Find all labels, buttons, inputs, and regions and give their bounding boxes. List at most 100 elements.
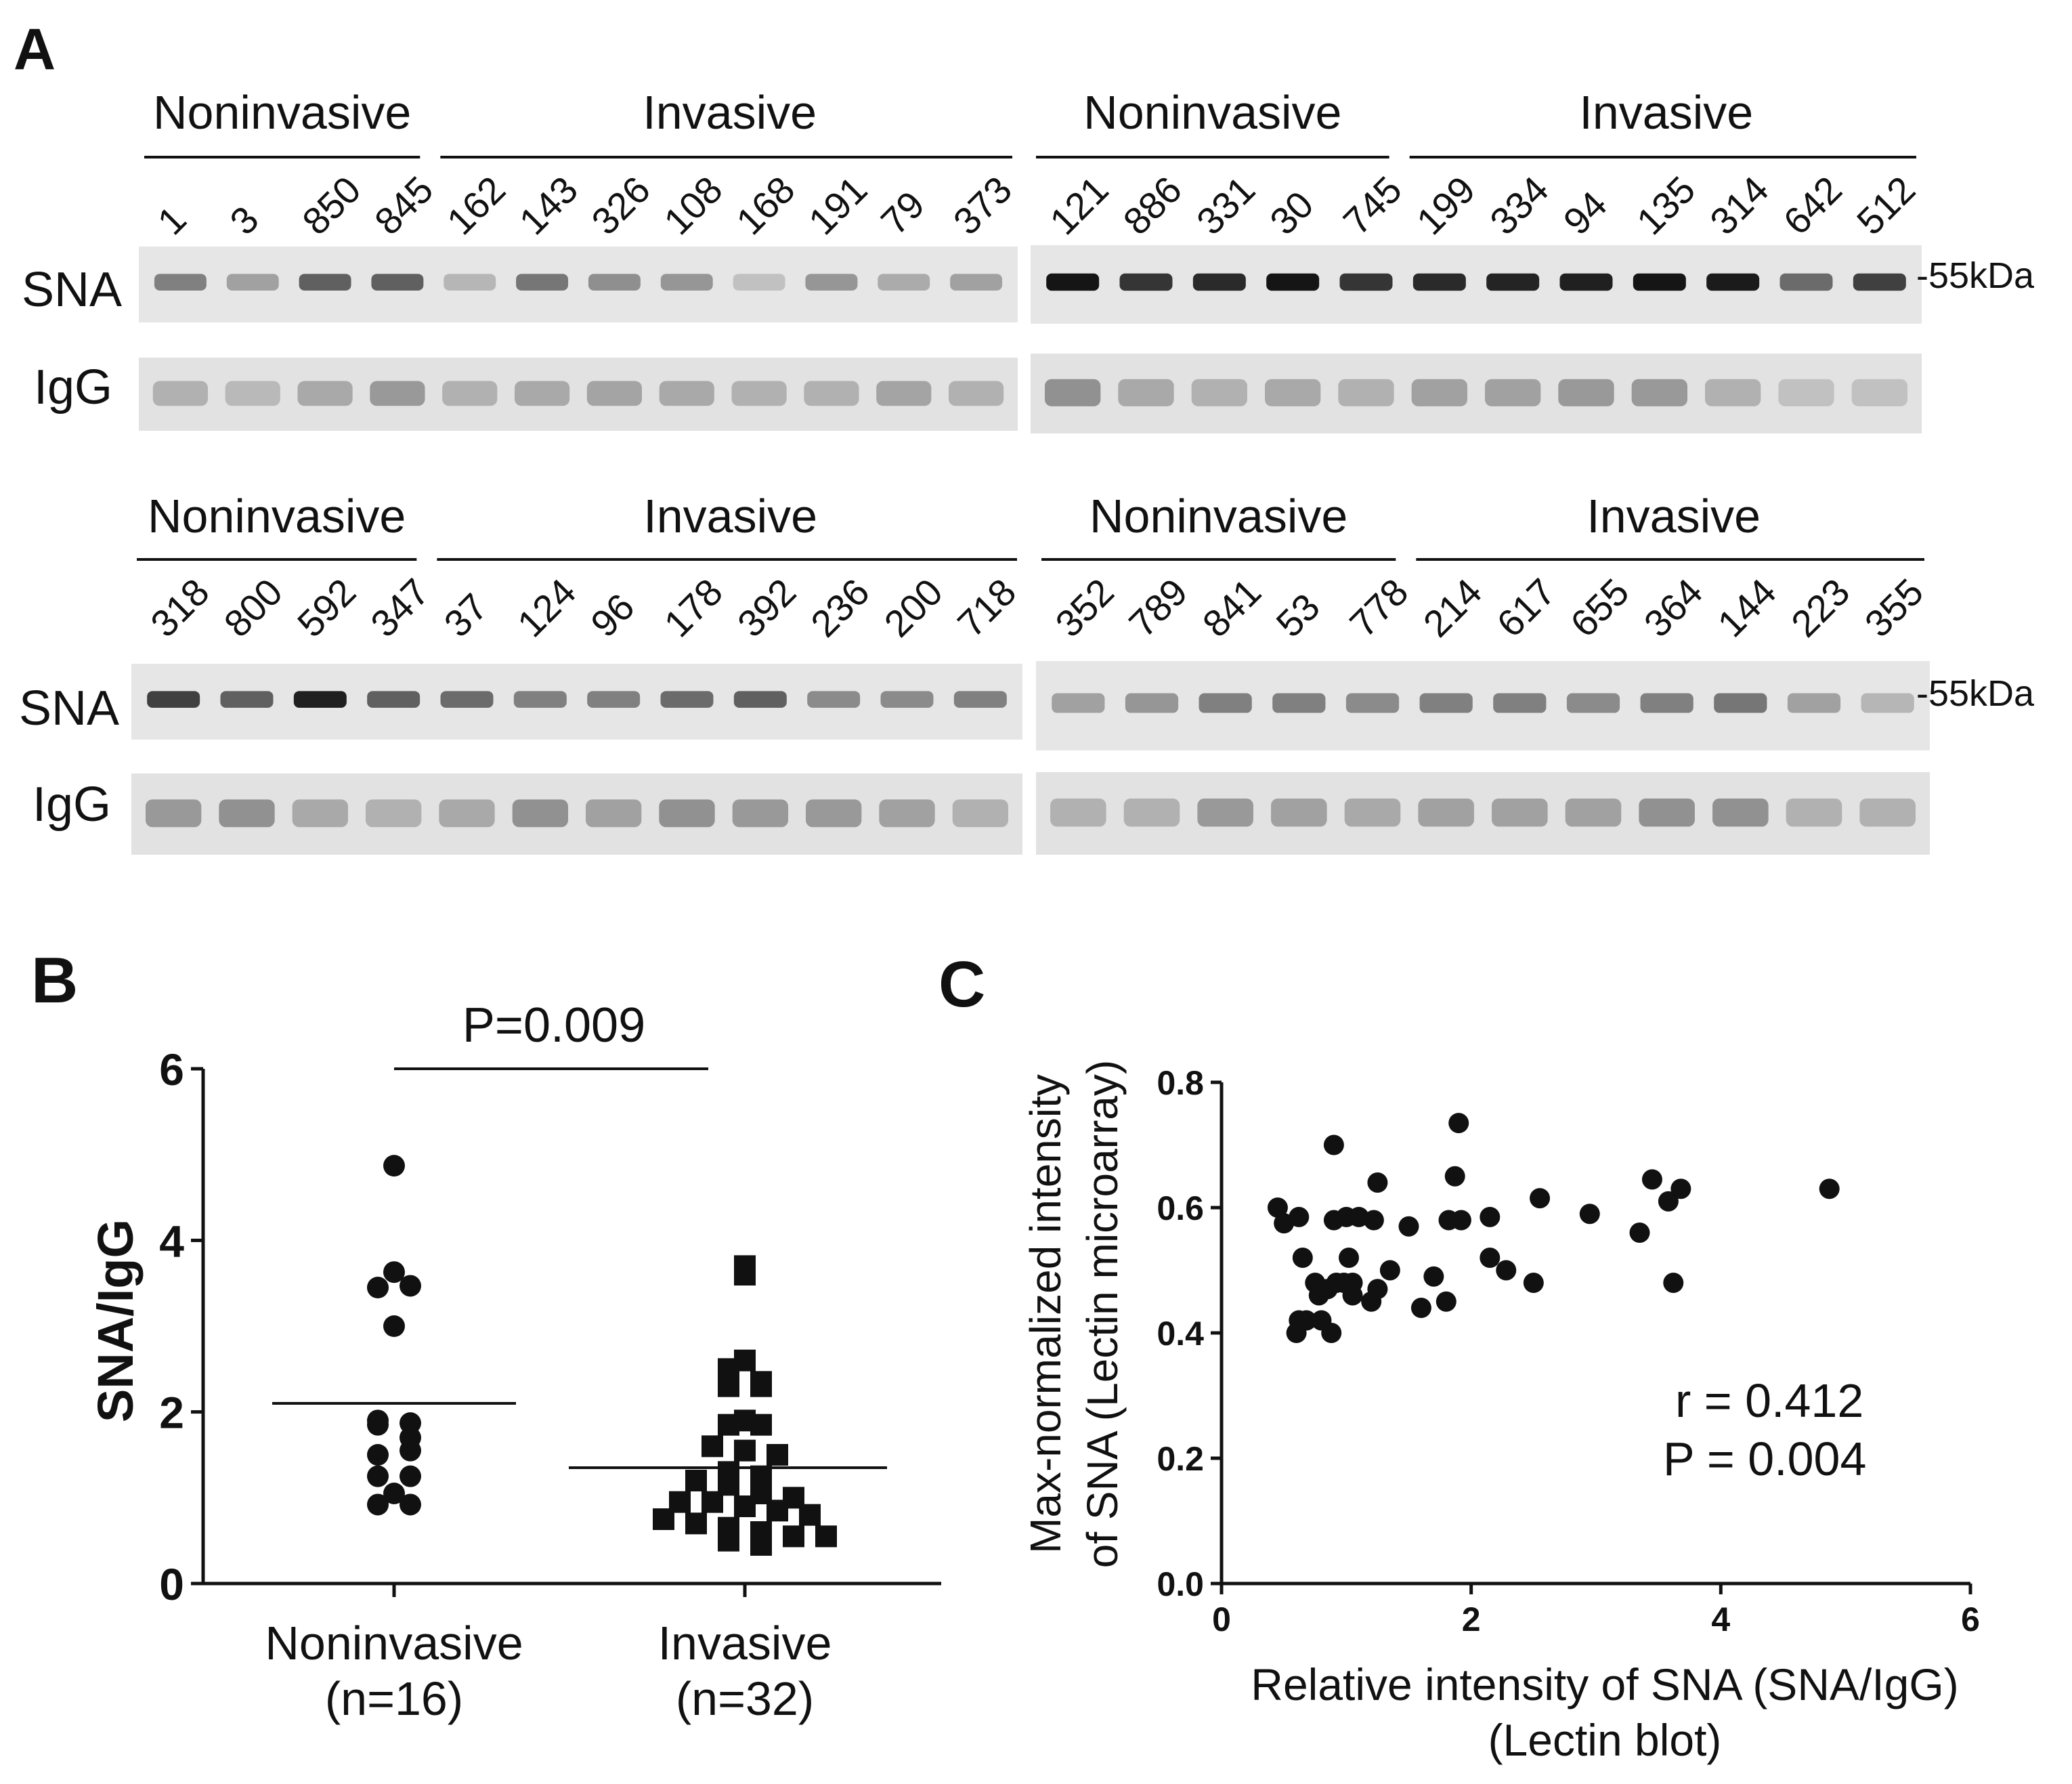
igg-band bbox=[297, 381, 353, 406]
sna-band bbox=[1787, 693, 1841, 713]
lane-label: 199 bbox=[1408, 168, 1484, 243]
size-marker-top: -55kDa bbox=[1916, 255, 2035, 296]
sna-band bbox=[1779, 273, 1833, 291]
panel-c-point bbox=[1480, 1248, 1501, 1268]
invasive-point bbox=[783, 1525, 804, 1548]
sna-band bbox=[1853, 273, 1906, 291]
sna-band bbox=[1419, 693, 1473, 713]
size-marker-bottom: -55kDa bbox=[1916, 673, 2035, 714]
panel-b-y-tick-label: 0 bbox=[159, 1559, 184, 1609]
igg-band bbox=[514, 381, 570, 406]
panel-c-point bbox=[1289, 1206, 1310, 1227]
sna-band bbox=[371, 274, 424, 291]
sna-band bbox=[1861, 693, 1914, 713]
panel-c-point bbox=[1496, 1260, 1517, 1281]
invasive-point bbox=[750, 1521, 772, 1543]
igg-band bbox=[1045, 379, 1101, 406]
lane-label: 162 bbox=[439, 168, 514, 243]
igg-band bbox=[219, 799, 275, 828]
sna-band bbox=[1339, 273, 1393, 291]
lane-label: 745 bbox=[1335, 168, 1410, 243]
igg-band bbox=[659, 381, 714, 406]
lane-label: 326 bbox=[583, 168, 658, 243]
igg-band bbox=[876, 381, 932, 406]
sna-band bbox=[1272, 693, 1326, 713]
igg-band bbox=[292, 799, 348, 828]
panel-b-y-axis-label: SNA/IgG bbox=[87, 1219, 144, 1422]
lane-label: 352 bbox=[1047, 570, 1122, 645]
lane-label: 778 bbox=[1341, 570, 1417, 645]
sna-row-label-bottom-left: SNA bbox=[19, 681, 119, 736]
panel-b-category-invasive-n: (n=32) bbox=[676, 1672, 814, 1725]
igg-band bbox=[146, 799, 202, 828]
sna-band bbox=[1714, 693, 1767, 713]
lane-label: 94 bbox=[1555, 183, 1615, 243]
panel-c-point bbox=[1579, 1204, 1600, 1225]
panel-c-point bbox=[1450, 1210, 1471, 1231]
panel-c-point bbox=[1629, 1223, 1650, 1243]
igg-band bbox=[1631, 379, 1687, 406]
panel-c-label: C bbox=[938, 948, 985, 1021]
igg-band bbox=[1197, 799, 1253, 827]
sna-band bbox=[1633, 273, 1686, 291]
sna-band bbox=[1566, 693, 1620, 713]
panel-c-point bbox=[1410, 1298, 1431, 1318]
lane-label: 191 bbox=[800, 168, 876, 243]
panel-c-y-tick-label: 0.6 bbox=[1157, 1189, 1204, 1227]
sna-band bbox=[807, 691, 861, 708]
lane-label: 789 bbox=[1121, 570, 1196, 645]
panel-c-point bbox=[1339, 1248, 1360, 1268]
sna-band bbox=[516, 274, 569, 291]
sna-band bbox=[1345, 693, 1400, 713]
lane-label: 236 bbox=[802, 570, 878, 645]
invasive-point bbox=[718, 1516, 739, 1539]
lane-label: 718 bbox=[949, 570, 1024, 645]
lane-label: 314 bbox=[1702, 168, 1777, 243]
lane-label: 121 bbox=[1041, 168, 1117, 243]
invasive-point bbox=[750, 1371, 772, 1393]
invasive-point bbox=[718, 1461, 739, 1483]
lane-label: 1 bbox=[149, 198, 194, 243]
sna-band bbox=[226, 274, 279, 291]
panel-b-y-tick-label: 2 bbox=[159, 1388, 184, 1438]
igg-band bbox=[1786, 799, 1842, 827]
noninvasive-group-label: Noninvasive bbox=[148, 490, 406, 543]
lane-label: 3 bbox=[221, 198, 267, 243]
lane-label: 355 bbox=[1857, 570, 1932, 645]
igg-band bbox=[659, 799, 715, 828]
sna-band bbox=[440, 691, 494, 708]
igg-row-label-top-left: IgG bbox=[34, 360, 112, 415]
sna-band bbox=[880, 691, 934, 708]
noninvasive-point bbox=[383, 1155, 405, 1177]
lane-label: 373 bbox=[945, 168, 1020, 243]
lane-label: 886 bbox=[1115, 168, 1190, 243]
sna-blot-strip bbox=[131, 664, 1022, 740]
panel-c-point bbox=[1323, 1134, 1344, 1155]
lane-label: 850 bbox=[294, 168, 369, 243]
invasive-point bbox=[750, 1465, 772, 1487]
panel-c-point bbox=[1658, 1191, 1679, 1212]
panel-c-point bbox=[1367, 1172, 1388, 1193]
igg-band bbox=[225, 381, 280, 406]
panel-c-y-tick-label: 0.4 bbox=[1157, 1315, 1204, 1353]
igg-band bbox=[1338, 379, 1394, 406]
igg-band bbox=[439, 799, 495, 828]
panel-c-y-tick-label: 0.8 bbox=[1157, 1064, 1204, 1102]
noninvasive-point bbox=[400, 1275, 421, 1297]
invasive-point bbox=[767, 1444, 788, 1466]
igg-band bbox=[1191, 379, 1247, 406]
sna-band bbox=[367, 691, 420, 708]
lane-label: 617 bbox=[1488, 570, 1563, 645]
lane-label: 331 bbox=[1188, 168, 1264, 243]
sna-band bbox=[953, 691, 1007, 708]
panel-c-y-axis-label-line2: of SNA (Lectin microarray) bbox=[1078, 1060, 1127, 1568]
lane-label: 642 bbox=[1775, 168, 1850, 243]
igg-row-label-bottom-left: IgG bbox=[33, 778, 111, 832]
lane-label: 53 bbox=[1268, 585, 1328, 645]
panel-c-point bbox=[1321, 1323, 1342, 1343]
noninvasive-point bbox=[367, 1409, 389, 1432]
sna-band bbox=[147, 691, 200, 708]
panel-c-point bbox=[1436, 1291, 1456, 1312]
panel-c-x-axis-label: Relative intensity of SNA (SNA/IgG) bbox=[1251, 1659, 1958, 1709]
panel-c-point bbox=[1480, 1206, 1501, 1227]
